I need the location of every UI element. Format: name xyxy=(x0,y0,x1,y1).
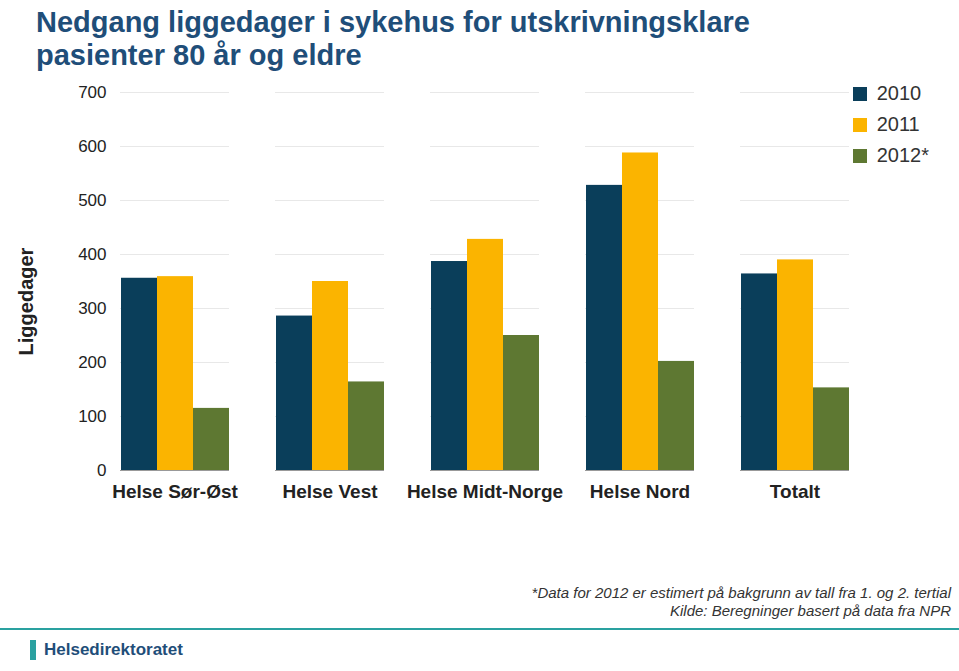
svg-text:0: 0 xyxy=(97,461,106,480)
html-text:2012*: 2012* xyxy=(876,144,929,166)
svg-text:Helse Midt-Norge: Helse Midt-Norge xyxy=(407,481,563,502)
html-text:2010: 2010 xyxy=(876,82,922,104)
svg-text:300: 300 xyxy=(78,299,106,318)
svg-text:200: 200 xyxy=(78,353,106,372)
svg-text:Helse Vest: Helse Vest xyxy=(282,481,378,502)
svg-text:100: 100 xyxy=(78,407,106,426)
svg-text:600: 600 xyxy=(78,137,106,156)
svg-text:Totalt: Totalt xyxy=(770,481,821,502)
svg-text:400: 400 xyxy=(78,245,106,264)
html-text:Liggedager: Liggedager xyxy=(14,247,37,356)
html-text:Kilde: Beregninger basert på d: Kilde: Beregninger basert på data fra NP… xyxy=(670,602,951,619)
svg-text:Helse Sør-Øst: Helse Sør-Øst xyxy=(112,481,238,502)
svg-text:700: 700 xyxy=(78,83,106,102)
html-text:Nedgang liggedager i sykehus f: Nedgang liggedager i sykehus for utskriv… xyxy=(36,6,750,71)
svg-text:Helse Nord: Helse Nord xyxy=(590,481,690,502)
svg-text:500: 500 xyxy=(78,191,106,210)
html-text:2011: 2011 xyxy=(876,113,920,135)
html-text:*Data for 2012 er estimert på: *Data for 2012 er estimert på bakgrunn a… xyxy=(531,584,951,601)
html-text:Helsedirektoratet: Helsedirektoratet xyxy=(44,640,183,659)
